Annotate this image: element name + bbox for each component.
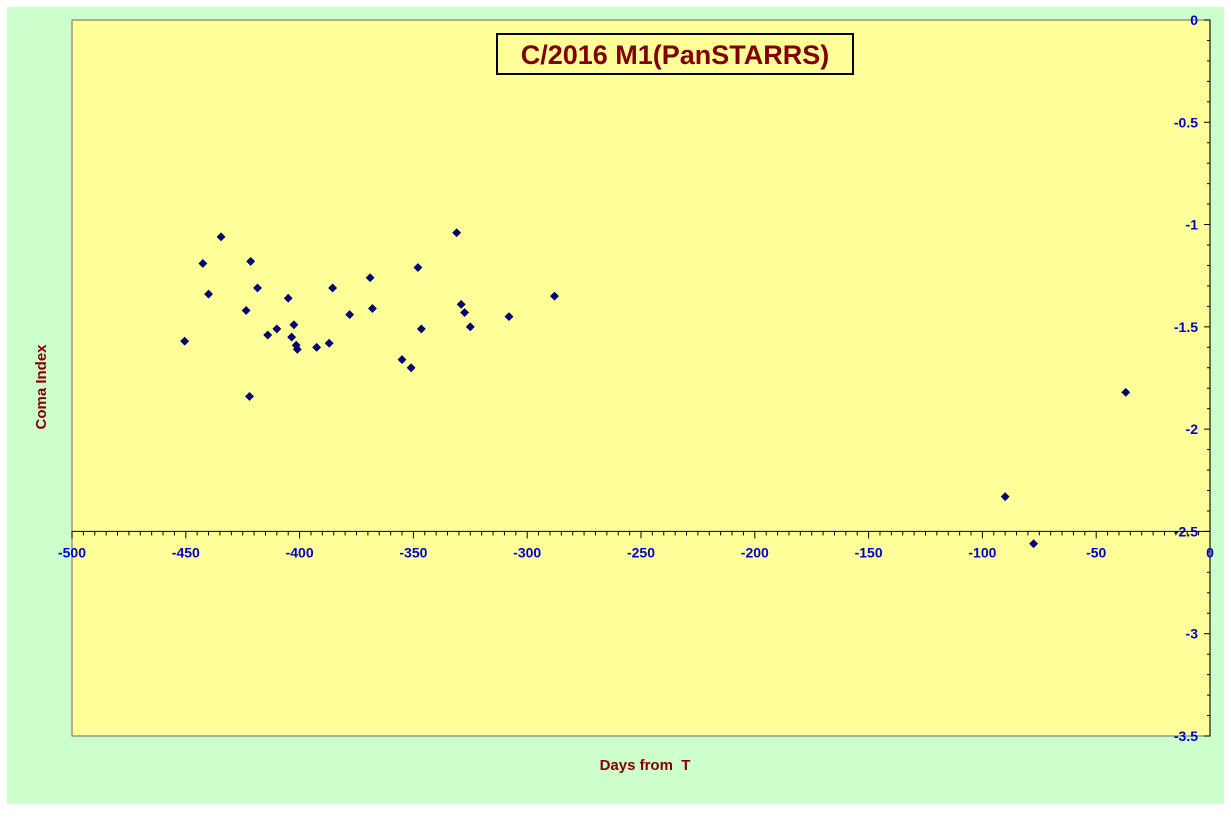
data-point bbox=[465, 322, 475, 332]
x-tick-label: -150 bbox=[855, 544, 883, 560]
data-point bbox=[328, 283, 338, 293]
data-point bbox=[504, 312, 514, 322]
y-axis: 0-0.5-1-1.5-2-2.5-3-3.5 bbox=[1174, 12, 1211, 744]
data-point bbox=[1029, 539, 1039, 549]
data-points bbox=[180, 228, 1131, 549]
data-point bbox=[452, 228, 462, 238]
chart-title-box: C/2016 M1(PanSTARRS) bbox=[496, 33, 854, 75]
data-point bbox=[345, 310, 355, 320]
plot-area bbox=[71, 19, 1211, 737]
x-tick-label: -300 bbox=[513, 544, 541, 560]
data-point bbox=[287, 332, 297, 342]
data-point bbox=[283, 293, 293, 303]
x-tick-label: -50 bbox=[1086, 544, 1106, 560]
data-point bbox=[456, 299, 466, 309]
x-tick-label: -450 bbox=[172, 544, 200, 560]
data-point bbox=[312, 342, 322, 352]
data-point bbox=[272, 324, 282, 334]
data-point bbox=[365, 273, 375, 283]
y-tick-label: -1 bbox=[1186, 217, 1199, 233]
y-tick-label: -3.5 bbox=[1174, 728, 1198, 744]
x-tick-label: -500 bbox=[58, 544, 86, 560]
data-point bbox=[1000, 492, 1010, 502]
x-tick-label: -200 bbox=[741, 544, 769, 560]
chart-title-frame bbox=[496, 33, 854, 75]
x-tick-label: -250 bbox=[627, 544, 655, 560]
x-axis-title: Days from T bbox=[600, 757, 691, 774]
data-point bbox=[406, 363, 416, 373]
chart-title: C/2016 M1(PanSTARRS) bbox=[521, 40, 830, 70]
y-tick-label: -0.5 bbox=[1174, 114, 1198, 130]
x-tick-label: 0 bbox=[1206, 544, 1214, 560]
data-point bbox=[1121, 387, 1131, 397]
data-point bbox=[550, 291, 559, 301]
data-point bbox=[263, 330, 273, 340]
data-point bbox=[416, 324, 426, 334]
y-tick-label: -1.5 bbox=[1174, 319, 1198, 335]
data-point bbox=[198, 259, 208, 268]
x-tick-label: -100 bbox=[968, 544, 996, 560]
data-point bbox=[245, 391, 254, 401]
data-point bbox=[324, 338, 334, 348]
data-point bbox=[397, 355, 407, 365]
data-point bbox=[289, 320, 299, 330]
x-axis: -500 -450 -400 -350 -300 -250 -200 -150 -100 -50 0 bbox=[58, 530, 1214, 560]
y-tick-label: 0 bbox=[1190, 12, 1198, 28]
data-point bbox=[253, 283, 262, 293]
data-point bbox=[241, 306, 251, 315]
data-point bbox=[292, 344, 302, 354]
data-point bbox=[460, 308, 470, 317]
y-tick-label: -2 bbox=[1186, 421, 1199, 437]
data-point bbox=[180, 336, 190, 346]
data-point bbox=[246, 256, 256, 266]
x-tick-label: -400 bbox=[286, 544, 314, 560]
y-tick-label: -3 bbox=[1186, 626, 1199, 642]
data-point bbox=[204, 289, 213, 299]
data-point bbox=[216, 232, 226, 242]
data-point bbox=[413, 263, 423, 272]
data-point bbox=[368, 304, 377, 313]
y-axis-title: Coma Index bbox=[33, 344, 50, 430]
x-tick-label: -350 bbox=[399, 544, 427, 560]
